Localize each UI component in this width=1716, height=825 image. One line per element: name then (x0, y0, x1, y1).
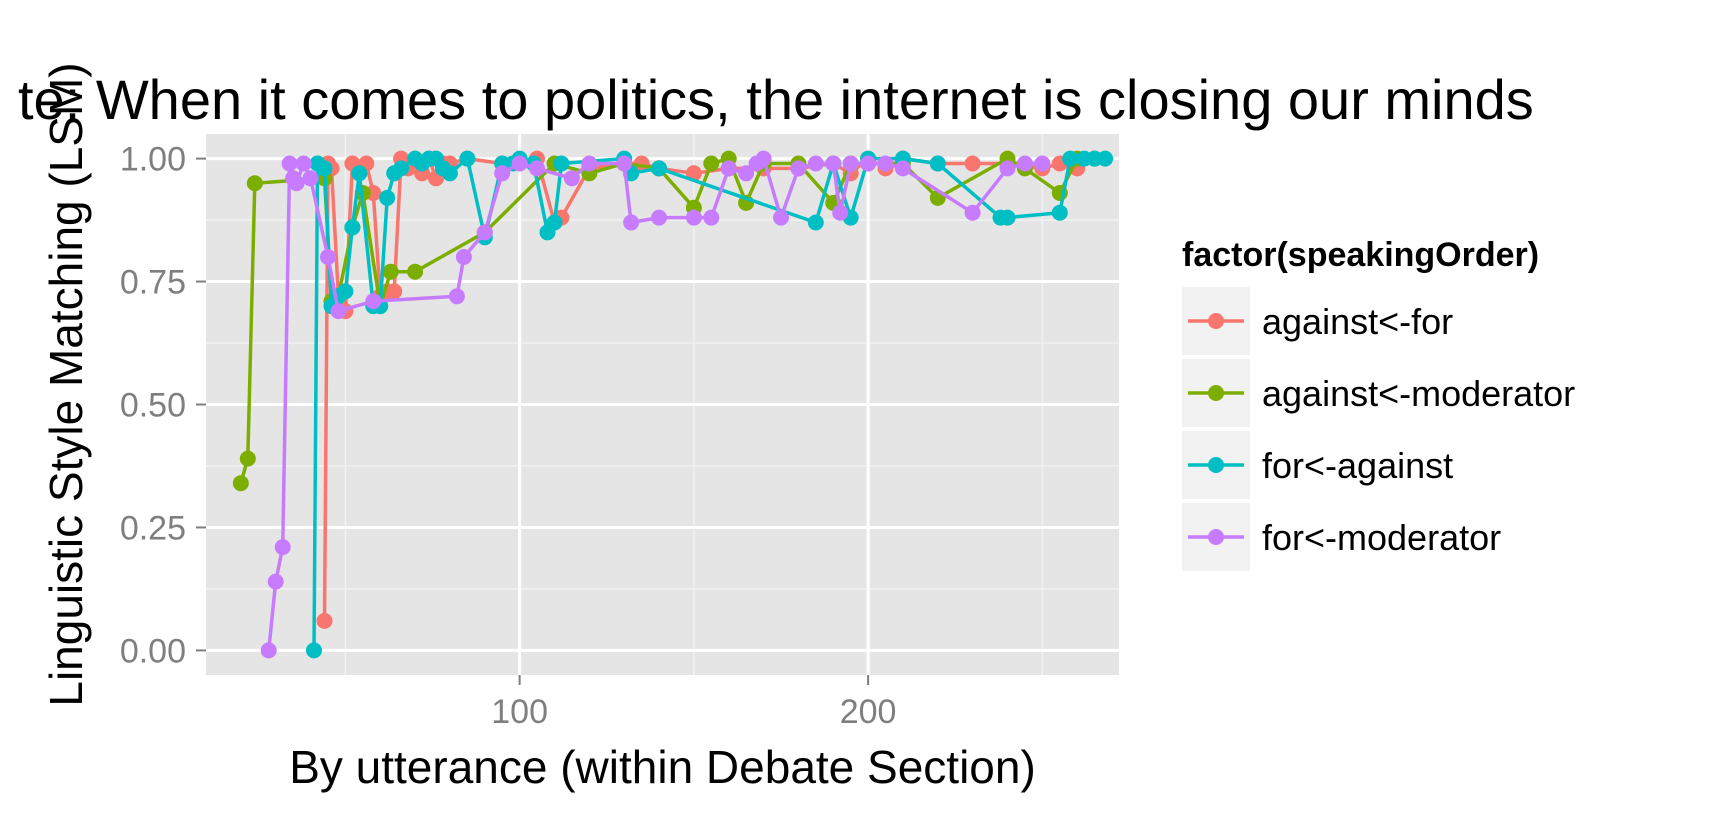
data-point (563, 170, 580, 187)
data-point (529, 160, 545, 177)
legend-label: against<-moderator (1262, 373, 1575, 414)
data-point (773, 209, 789, 226)
legend: factor(speakingOrder) against<-foragains… (1182, 236, 1575, 571)
y-tick-label: 0.50 (120, 387, 186, 425)
data-point (344, 219, 361, 236)
data-point (720, 160, 737, 177)
data-point (494, 165, 511, 182)
series-2 (306, 150, 1114, 659)
data-point (894, 160, 911, 177)
data-point (616, 155, 633, 172)
data-point (685, 209, 702, 226)
data-point (1062, 150, 1079, 167)
data-point (441, 165, 458, 182)
y-tick-label: 1.00 (120, 141, 186, 179)
data-point (476, 224, 493, 241)
legend-items: against<-for against<-moderator for<-again… (1182, 287, 1575, 571)
data-point (860, 155, 877, 172)
data-point (1051, 204, 1068, 221)
data-point (651, 160, 667, 177)
legend-key-point (1208, 385, 1224, 401)
legend-item: against<-moderator (1182, 359, 1575, 427)
data-point (964, 155, 981, 172)
data-point (246, 175, 263, 192)
data-point (877, 155, 894, 172)
data-point (964, 204, 981, 221)
series-layer (232, 150, 1114, 659)
data-point (351, 165, 368, 182)
data-point (382, 263, 399, 280)
x-tick-label: 200 (840, 693, 897, 731)
data-point (365, 293, 382, 310)
data-point (807, 214, 824, 231)
legend-key-point (1208, 313, 1224, 329)
data-point (755, 150, 772, 167)
x-axis-title: By utterance (within Debate Section) (289, 741, 1036, 793)
data-point (929, 155, 946, 172)
series-line (239, 156, 1095, 484)
data-point (703, 155, 720, 172)
data-point (842, 155, 859, 172)
data-point (703, 209, 720, 226)
legend-item: for<-against (1182, 431, 1453, 499)
data-point (232, 475, 249, 492)
data-point (790, 160, 807, 177)
data-point (825, 155, 842, 172)
data-point (455, 249, 472, 265)
data-point (1097, 150, 1114, 167)
y-tick-label: 0.00 (120, 632, 186, 670)
data-point (337, 283, 354, 300)
data-point (999, 209, 1016, 226)
data-point (281, 155, 298, 172)
legend-title: factor(speakingOrder) (1182, 236, 1539, 274)
data-point (306, 642, 322, 659)
data-point (807, 155, 824, 172)
data-point (302, 170, 319, 187)
y-tick-label: 0.75 (120, 264, 186, 302)
data-point (1016, 155, 1033, 172)
data-point (239, 450, 256, 467)
tick-labels: 0.00 0.25 0.50 0.75 1.00 100 200 (120, 141, 897, 731)
data-point (260, 642, 277, 659)
data-point (274, 539, 291, 556)
major-gridlines (206, 134, 1119, 675)
data-point (553, 155, 570, 172)
data-point (651, 209, 667, 226)
legend-key-point (1208, 457, 1224, 473)
legend-key-point (1208, 529, 1224, 545)
data-point (448, 288, 465, 305)
data-point (267, 573, 284, 590)
data-point (316, 160, 333, 177)
data-point (379, 189, 396, 206)
legend-label: against<-for (1262, 301, 1453, 342)
data-point (330, 303, 347, 320)
legend-item: against<-for (1182, 287, 1453, 355)
data-point (316, 612, 333, 629)
series-3 (260, 150, 1051, 659)
y-tick-label: 0.25 (120, 509, 186, 547)
x-tick-label: 100 (491, 693, 548, 731)
data-point (738, 165, 755, 182)
data-point (581, 155, 598, 172)
data-point (386, 283, 403, 300)
axis-ticks (196, 157, 870, 685)
data-point (295, 155, 312, 172)
y-axis-title: Linguistic Style Matching (LSM) (40, 62, 92, 706)
data-point (320, 249, 336, 265)
data-point (1034, 155, 1051, 172)
data-point (511, 155, 528, 172)
data-point (407, 263, 424, 280)
data-point (459, 150, 476, 167)
data-point (623, 214, 640, 231)
chart-title: te: When it comes to politics, the inter… (18, 68, 1534, 131)
legend-label: for<-moderator (1262, 517, 1501, 558)
data-point (288, 175, 305, 192)
legend-item: for<-moderator (1182, 503, 1501, 571)
legend-label: for<-against (1262, 445, 1453, 486)
data-point (393, 160, 410, 177)
data-point (546, 214, 563, 231)
data-point (832, 204, 849, 221)
data-point (999, 160, 1016, 177)
